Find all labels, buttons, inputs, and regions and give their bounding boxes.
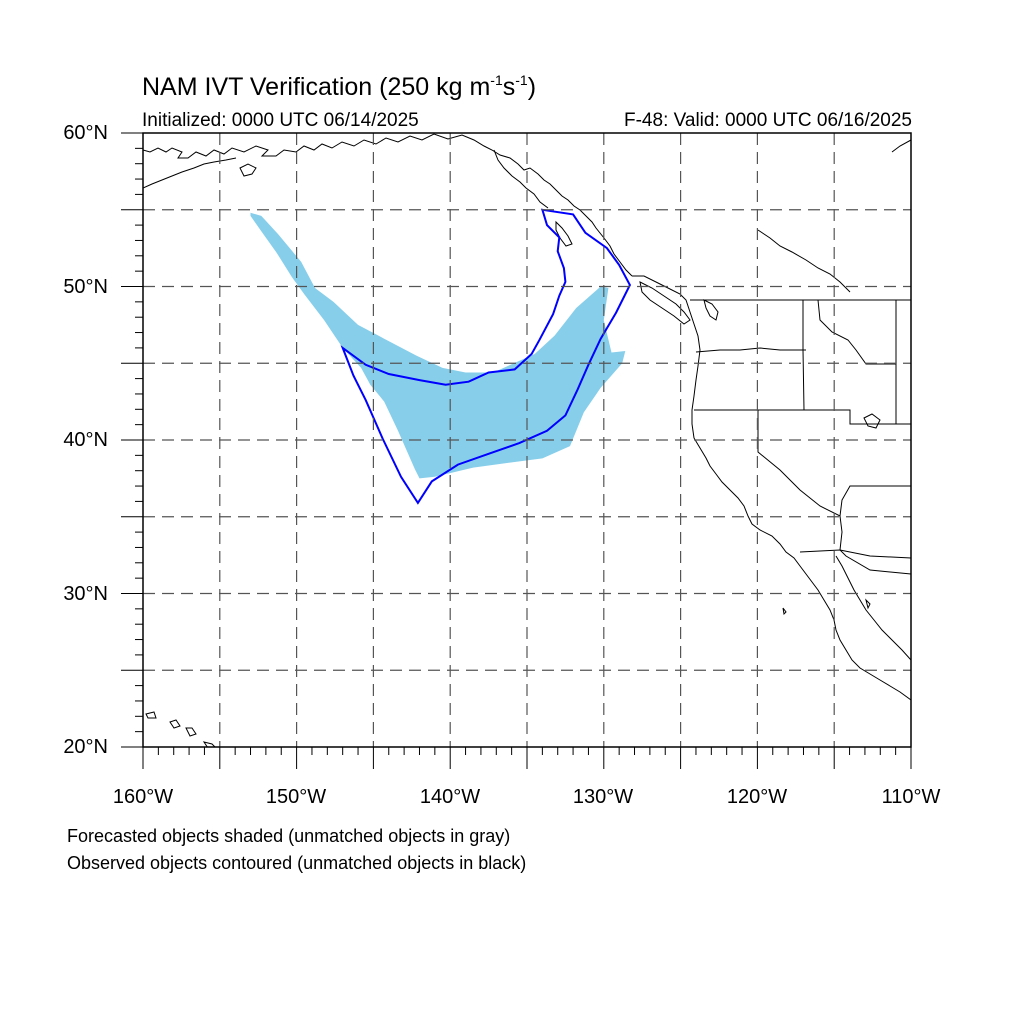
oregon-california-border [694,409,911,425]
lon-label-110w: 110°W [881,786,941,808]
title-close: ) [527,73,537,101]
lat-label-30n: 30°N [63,583,108,605]
lat-label-60n: 60°N [63,122,108,144]
west-coast [632,275,911,701]
lat-label-50n: 50°N [63,276,108,298]
lat-label-20n: 20°N [63,736,108,758]
map-content [143,133,911,747]
forecast-note: Forecasted objects shaded (unmatched obj… [67,826,511,846]
gulf-of-california [835,555,911,661]
title-exponent-1: -1 [490,72,503,88]
map-frame [142,132,912,748]
canada-interior-line [757,229,851,293]
idaho-border [802,299,897,411]
mexico-border [799,549,911,559]
alaska-coastline [143,133,633,277]
lon-label-160w: 160°W [112,786,174,808]
kodiak-island [239,163,257,177]
nevada-border [757,410,911,517]
lon-label-130w: 130°W [572,786,634,808]
initialized-time: Initialized: 0000 UTC 06/14/2025 [142,110,419,131]
title-main: NAM IVT Verification (250 kg m [142,73,491,101]
title-exponent-2: -1 [515,72,528,88]
lat-label-40n: 40°N [63,429,108,451]
observed-object [340,208,632,505]
inner-coast [493,149,549,209]
minor-ticks [121,132,912,769]
lon-label-150w: 150°W [265,786,327,808]
haida-gwaii [555,220,573,247]
title-units-s: s [502,73,516,101]
washington-oregon-border [695,347,806,353]
grid-lines [143,133,911,747]
vancouver-island [639,281,691,325]
great-salt-lake [863,413,881,429]
lon-label-140w: 140°W [419,786,481,808]
puget-sound [703,299,719,321]
hudson-coast [891,139,911,153]
lon-label-120w: 120°W [726,786,788,808]
alaska-peninsula [143,157,237,189]
coastlines [143,133,911,747]
baja-islands [782,598,871,616]
forecast-object [250,212,626,479]
valid-time: F-48: Valid: 0000 UTC 06/16/2025 [624,110,912,131]
map-title: NAM IVT Verification (250 kg m-1s-1) [142,72,536,102]
observed-note: Observed objects contoured (unmatched ob… [67,853,527,873]
arizona-border [839,515,911,575]
hawaii-islands [145,711,216,747]
